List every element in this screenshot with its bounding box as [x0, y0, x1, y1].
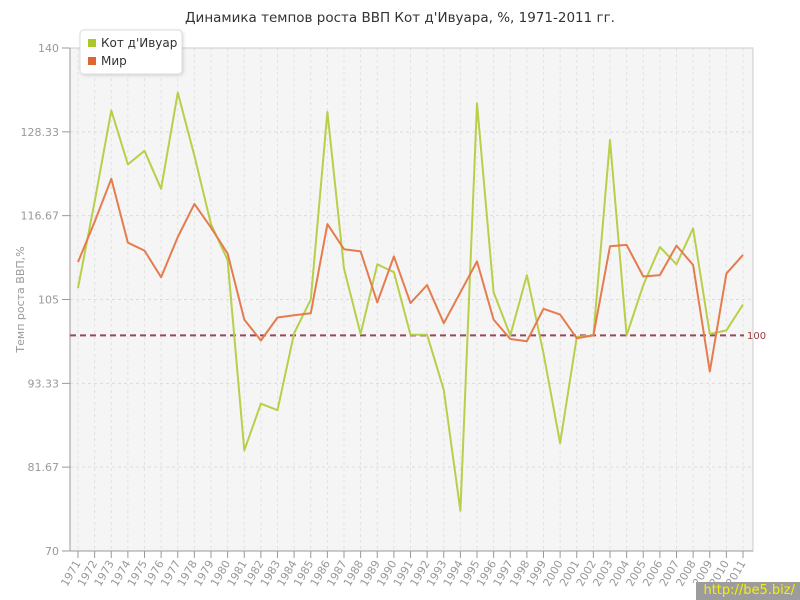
- legend-label-world[interactable]: Мир: [101, 54, 127, 68]
- y-tick-label: 128.33: [21, 126, 60, 139]
- reference-line-label: 100: [747, 331, 766, 342]
- legend-box: [79, 29, 183, 75]
- y-tick-label: 70: [45, 545, 59, 558]
- legend-swatch-cote-divoire: [88, 39, 96, 47]
- y-tick-label: 140: [38, 42, 59, 55]
- y-tick-label: 81.67: [28, 461, 60, 474]
- chart-title: Динамика темпов роста ВВП Кот д'Ивуара, …: [185, 10, 615, 26]
- legend-label-cote-divoire[interactable]: Кот д'Ивуар: [101, 36, 177, 50]
- y-tick-label: 105: [38, 294, 59, 307]
- series-line-world: [77, 177, 744, 373]
- y-tick-label: 93.33: [28, 377, 60, 390]
- watermark-link[interactable]: http://be5.biz/: [696, 582, 800, 600]
- legend-swatch-world: [88, 57, 96, 65]
- series-line-cote-divoire: [77, 91, 744, 512]
- y-axis-title: Темп роста ВВП,%: [14, 246, 27, 353]
- y-tick-label: 116.67: [21, 210, 60, 223]
